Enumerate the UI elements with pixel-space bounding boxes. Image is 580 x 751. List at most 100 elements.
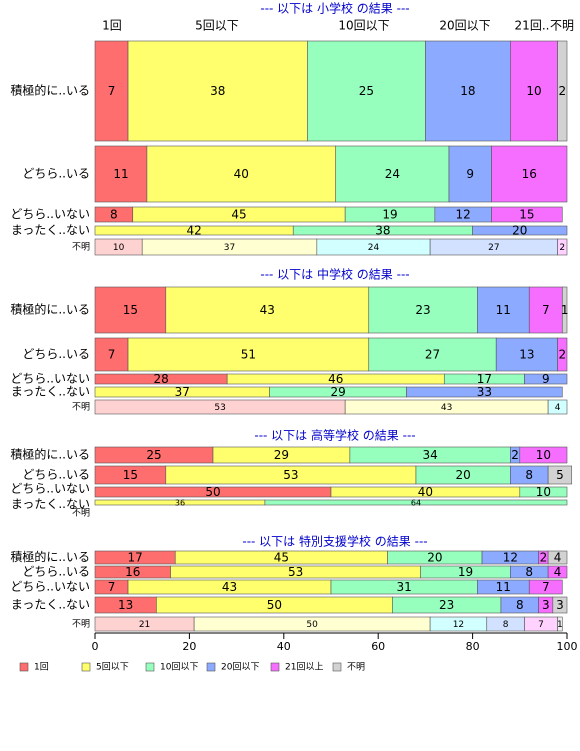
legend-swatch xyxy=(206,662,216,672)
bar-value-label: 17 xyxy=(127,551,142,565)
bar-value-label: 1 xyxy=(557,620,563,630)
legend-label: 21回以上 xyxy=(285,662,323,673)
bar-segment xyxy=(547,465,573,485)
bar-value-label: 31 xyxy=(397,580,412,594)
top-column-label: 5回以下 xyxy=(195,19,239,33)
bar-segment xyxy=(146,145,337,203)
bar-value-label: 27 xyxy=(425,348,440,362)
bar-segment xyxy=(94,40,129,142)
bar-value-label: 11 xyxy=(496,303,511,317)
panel-title: --- 以下は 特別支援学校 の結果 --- xyxy=(242,534,427,549)
legend-swatch xyxy=(19,662,29,672)
bar-value-label: 15 xyxy=(123,468,138,482)
bar-value-label: 13 xyxy=(519,348,534,362)
bar-segment xyxy=(547,399,568,415)
row-label: どちら..いない xyxy=(10,482,90,496)
bar-value-label: 23 xyxy=(439,598,454,612)
bar-value-label: 10 xyxy=(536,448,551,462)
bar-value-label: 53 xyxy=(283,468,298,482)
bar-value-label: 16 xyxy=(522,167,537,181)
x-tick-label: 60 xyxy=(371,640,385,653)
bar-value-label: 7 xyxy=(108,348,116,362)
bar-segment xyxy=(510,40,558,142)
bar-value-label: 45 xyxy=(231,208,246,222)
row-label: 不明 xyxy=(72,242,90,253)
bar-value-label: 8 xyxy=(503,620,509,630)
bar-value-label: 10 xyxy=(113,243,125,253)
bar-value-label: 25 xyxy=(146,448,161,462)
bar-value-label: 8 xyxy=(516,598,524,612)
top-column-label: 不明 xyxy=(550,19,574,33)
bar-value-label: 8 xyxy=(525,565,533,579)
bar-value-label: 7 xyxy=(108,580,116,594)
bar-value-label: 2 xyxy=(558,84,566,98)
bar-value-label: 15 xyxy=(519,208,534,222)
x-tick-label: 80 xyxy=(466,640,480,653)
bar-segment xyxy=(307,40,426,142)
bar-value-label: 46 xyxy=(328,372,343,386)
bar-value-label: 40 xyxy=(418,485,433,499)
bar-value-label: 7 xyxy=(108,84,116,98)
bar-segment xyxy=(368,286,478,334)
bar-value-label: 12 xyxy=(456,208,471,222)
row-label: どちら..いない xyxy=(10,372,90,386)
bar-value-label: 2 xyxy=(558,348,566,362)
bar-segment xyxy=(335,145,450,203)
legend-swatch xyxy=(332,662,342,672)
bar-value-label: 37 xyxy=(175,385,190,399)
bar-segment xyxy=(127,337,370,372)
bar-value-label: 4 xyxy=(554,551,562,565)
bar-segment xyxy=(528,579,563,595)
bar-value-label: 42 xyxy=(186,224,201,238)
bar-segment xyxy=(472,225,568,236)
bar-value-label: 50 xyxy=(267,598,282,612)
bar-value-label: 34 xyxy=(422,448,437,462)
bar-value-label: 19 xyxy=(458,565,473,579)
bar-segment xyxy=(519,486,568,498)
bar-value-label: 13 xyxy=(118,598,133,612)
bar-segment xyxy=(491,206,563,223)
bar-value-label: 20 xyxy=(456,468,471,482)
bar-value-label: 10 xyxy=(526,84,541,98)
bar-value-label: 27 xyxy=(488,243,499,253)
bar-value-label: 12 xyxy=(503,551,518,565)
bar-segment xyxy=(425,40,511,142)
bar-value-label: 1 xyxy=(561,303,569,317)
legend-label: 20回以下 xyxy=(221,662,259,673)
row-label: 積極的に..いる xyxy=(10,549,90,564)
bar-value-label: 4 xyxy=(554,565,562,579)
bar-segment xyxy=(519,446,568,464)
bar-segment xyxy=(557,40,568,142)
row-label: 積極的に..いる xyxy=(10,83,90,98)
bar-value-label: 24 xyxy=(385,167,400,181)
bar-value-label: 7 xyxy=(542,580,550,594)
panel-title: --- 以下は 高等学校 の結果 --- xyxy=(254,428,415,443)
bar-value-label: 4 xyxy=(555,403,561,413)
row-label: 不明 xyxy=(72,508,90,519)
bar-segment xyxy=(165,286,370,334)
row-label: どちら..いない xyxy=(10,580,90,594)
bar-value-label: 29 xyxy=(330,385,345,399)
x-tick-label: 40 xyxy=(277,640,291,653)
bar-segment xyxy=(94,286,167,334)
bar-value-label: 11 xyxy=(496,580,511,594)
bar-value-label: 43 xyxy=(441,403,452,413)
bar-value-label: 50 xyxy=(205,485,220,499)
bar-value-label: 37 xyxy=(224,243,235,253)
panel-title: --- 以下は 中学校 の結果 --- xyxy=(260,267,409,282)
bar-value-label: 10 xyxy=(536,485,551,499)
row-label: まったく..ない xyxy=(11,223,90,237)
bar-segment xyxy=(406,386,563,398)
bar-value-label: 12 xyxy=(453,620,464,630)
row-label: どちら..いる xyxy=(22,468,90,482)
bar-value-label: 8 xyxy=(110,208,118,222)
bar-value-label: 53 xyxy=(214,403,225,413)
row-label: どちら..いる xyxy=(22,167,90,181)
bar-value-label: 11 xyxy=(113,167,128,181)
bar-value-label: 8 xyxy=(525,468,533,482)
bar-value-label: 3 xyxy=(542,598,550,612)
bar-value-label: 25 xyxy=(359,84,374,98)
bar-segment xyxy=(495,337,558,372)
